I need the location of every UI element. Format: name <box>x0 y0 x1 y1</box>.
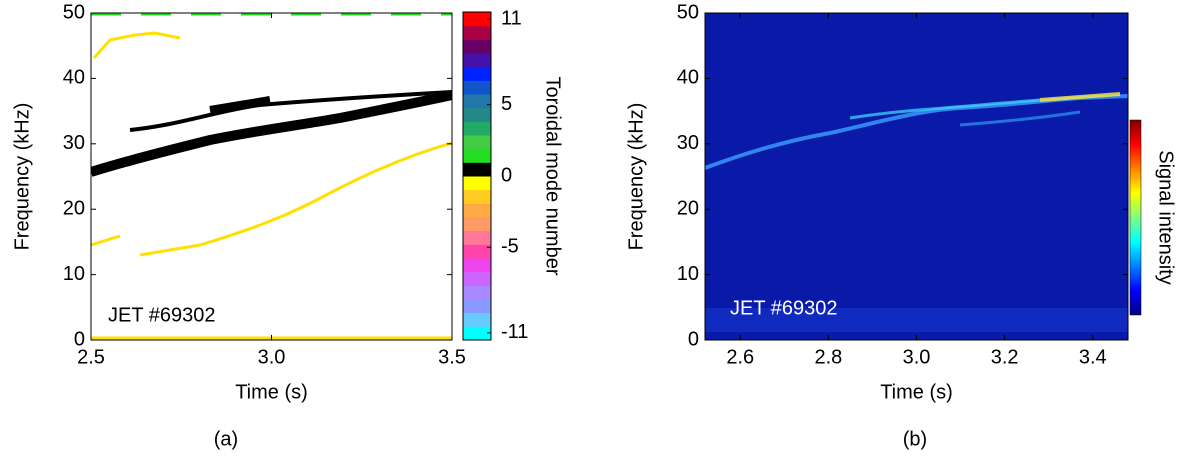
y-tick-label: 40 <box>63 67 85 89</box>
x-tick-label: 3.2 <box>991 346 1019 368</box>
y-tick-label: 50 <box>677 1 699 23</box>
y-tick-label: 50 <box>63 1 85 23</box>
colorbar-swatch <box>463 107 491 122</box>
colorbar-tick-label: 0 <box>501 164 512 186</box>
x-axis-label: Time (s) <box>880 381 953 403</box>
colorbar-swatch <box>463 25 491 40</box>
colorbar-swatch <box>463 271 491 286</box>
x-tick-label: 3.0 <box>258 346 286 368</box>
colorbar-label: Toroidal mode number <box>542 77 564 276</box>
y-tick-label: 20 <box>677 197 699 219</box>
y-tick-label: 0 <box>688 328 699 350</box>
colorbar-swatch <box>463 148 491 163</box>
x-tick-label: 3.4 <box>1079 346 1107 368</box>
colorbar-swatch <box>463 326 491 341</box>
x-tick-label: 2.5 <box>77 346 105 368</box>
colorbar-swatch <box>463 258 491 273</box>
x-tick-label: 3.0 <box>903 346 931 368</box>
colorbar-tick-label: 5 <box>501 93 512 115</box>
x-tick-label: 2.6 <box>726 346 754 368</box>
colorbar-swatch <box>463 135 491 150</box>
colorbar-swatch <box>463 285 491 300</box>
annotation: JET #69302 <box>730 297 838 319</box>
x-tick-label: 2.8 <box>814 346 842 368</box>
colorbar-swatch <box>463 312 491 327</box>
colorbar-swatch <box>463 80 491 95</box>
colorbar-tick-label: -11 <box>501 321 528 343</box>
colorbar <box>1129 119 1142 316</box>
caption: (b) <box>903 428 927 450</box>
y-axis-label: Frequency (kHz) <box>625 103 647 251</box>
colorbar-swatch <box>463 12 491 27</box>
colorbar-swatch <box>463 94 491 109</box>
colorbar-swatch <box>463 53 491 68</box>
colorbar-tick-label: -5 <box>501 236 519 258</box>
x-tick-label: 3.5 <box>438 346 466 368</box>
annotation: JET #69302 <box>108 304 216 326</box>
y-tick-label: 0 <box>74 328 85 350</box>
y-axis-label: Frequency (kHz) <box>11 103 33 251</box>
plot-frame <box>90 12 453 341</box>
y-tick-label: 10 <box>63 263 85 285</box>
y-tick-label: 10 <box>677 263 699 285</box>
mode-traces <box>91 13 452 340</box>
colorbar-swatch <box>463 39 491 54</box>
spectrogram-background <box>705 13 1128 340</box>
colorbar-swatch <box>463 299 491 314</box>
y-tick-label: 20 <box>63 197 85 219</box>
colorbar-swatch <box>463 244 491 259</box>
spectrogram-features <box>705 92 1128 332</box>
y-tick-label: 30 <box>677 132 699 154</box>
colorbar-swatch <box>463 230 491 245</box>
colorbar-swatch <box>463 176 491 191</box>
colorbar-label: Signal intensity <box>1155 150 1177 285</box>
colorbar-swatch <box>463 217 491 232</box>
colorbar-swatch <box>463 121 491 136</box>
colorbar-tick-label: 11 <box>501 7 522 29</box>
caption: (a) <box>214 428 238 450</box>
colorbar-swatch <box>463 66 491 81</box>
x-axis-label: Time (s) <box>235 381 308 403</box>
y-tick-label: 30 <box>63 132 85 154</box>
colorbar-swatch <box>463 189 491 204</box>
colorbar-swatch <box>463 203 491 218</box>
y-tick-label: 40 <box>677 67 699 89</box>
colorbar-swatch <box>463 162 491 177</box>
